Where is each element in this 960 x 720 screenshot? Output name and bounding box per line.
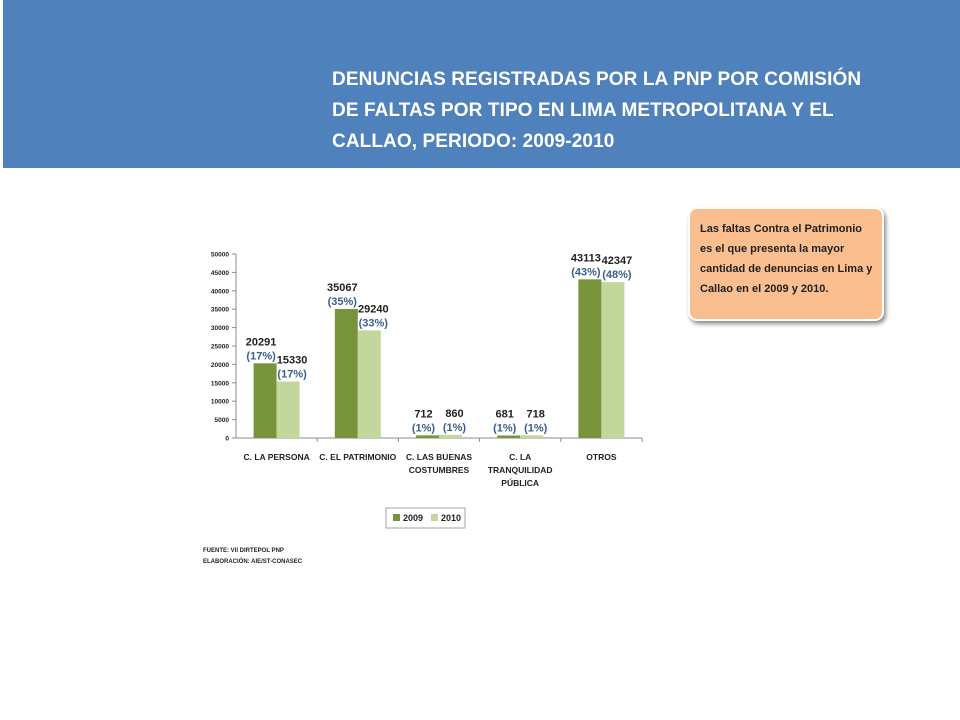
percent-label: (1%) (412, 422, 436, 434)
bar-2010 (439, 434, 462, 438)
percent-label: (43%) (571, 266, 601, 278)
page-title: DENUNCIAS REGISTRADAS POR LA PNP POR COM… (332, 69, 862, 152)
category-label: C. EL PATRIMONIO (319, 452, 396, 462)
y-tick-label: 30000 (211, 325, 229, 332)
y-tick-label: 50000 (211, 252, 229, 259)
bar-2009 (416, 435, 439, 438)
percent-label: (17%) (277, 369, 307, 381)
percent-label: (1%) (493, 422, 517, 434)
bar-2010 (357, 330, 381, 438)
y-tick-label: 35000 (211, 307, 229, 314)
source-note: FUENTE: VII DIRTEPOL PNP (203, 548, 284, 554)
category-label: TRANQUILIDAD (488, 465, 553, 475)
value-label: 29240 (358, 303, 389, 315)
y-tick-label: 45000 (211, 270, 229, 277)
percent-label: (1%) (524, 422, 548, 434)
bar-2009 (253, 363, 277, 438)
value-label: 15330 (277, 355, 308, 367)
value-label: 35067 (327, 282, 358, 294)
bar-2009 (334, 308, 358, 438)
bar-2010 (520, 435, 544, 438)
legend-box (385, 507, 466, 529)
percent-label: (48%) (602, 269, 632, 281)
y-tick-label: 10000 (211, 399, 229, 406)
percent-label: (35%) (328, 296, 358, 308)
value-label: 43113 (571, 252, 601, 264)
value-label: 42347 (602, 255, 633, 267)
category-label: OTROS (586, 452, 617, 462)
percent-label: (17%) (246, 350, 276, 362)
legend-swatch-2010 (431, 514, 438, 521)
bar-2009 (497, 435, 521, 438)
value-label: 860 (445, 408, 463, 420)
value-label: 712 (414, 408, 432, 420)
value-label: 681 (496, 408, 514, 420)
percent-label: (33%) (359, 317, 389, 329)
category-label: C. LA PERSONA (243, 452, 309, 462)
y-tick-label: 5000 (215, 417, 230, 424)
legend-swatch-2009 (393, 514, 400, 521)
y-tick-label: 20000 (211, 362, 229, 369)
bar-2009 (578, 279, 602, 438)
value-label: 20291 (246, 336, 277, 348)
legend-label: 2009 (403, 513, 423, 523)
bar-chart: 0 5000 10000 15000 20000 25000 30000 35000 40000… (211, 252, 643, 529)
title-banner: DENUNCIAS REGISTRADAS POR LA PNP POR COM… (3, 0, 960, 168)
legend-label: 2010 (441, 513, 461, 523)
category-label: C. LA (509, 452, 531, 462)
category-label: PÚBLICA (501, 477, 539, 488)
elaboration-note: ELABORACIÓN: AIE/ST-CONASEC (203, 559, 303, 565)
y-tick-label: 25000 (211, 344, 229, 351)
value-label: 718 (527, 408, 545, 420)
bar-2010 (276, 381, 300, 438)
percent-label: (1%) (443, 422, 467, 434)
y-tick-label: 15000 (211, 380, 229, 387)
y-tick-label: 40000 (211, 288, 229, 295)
y-tick-label: 0 (225, 436, 229, 443)
callout-note: Las faltas Contra el Patrimonio es el qu… (688, 207, 884, 321)
bar-2010 (601, 282, 625, 438)
category-label: COSTUMBRES (409, 465, 470, 475)
category-label: C. LAS BUENAS (406, 452, 472, 462)
